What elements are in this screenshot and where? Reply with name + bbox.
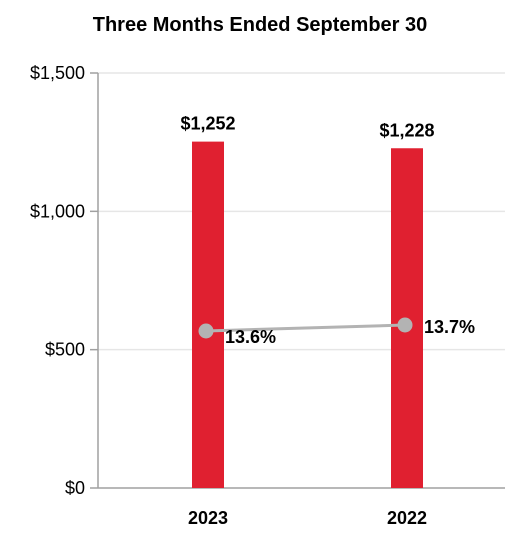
percentage-point: [397, 317, 413, 333]
x-category-label: 2022: [387, 508, 427, 528]
chart-title: Three Months Ended September 30: [93, 14, 428, 36]
y-axis-ticks: $0 $500 $1,000 $1,500: [30, 63, 98, 498]
percentage-label: 13.7%: [424, 317, 475, 337]
y-tick-label: $1,000: [30, 201, 85, 221]
x-category-label: 2023: [188, 508, 228, 528]
x-axis-categories: 2023 2022: [188, 508, 427, 528]
percentage-label: 13.6%: [225, 327, 276, 347]
bar-value-label: $1,228: [379, 120, 434, 140]
bar-value-labels: $1,252 $1,228: [180, 114, 434, 141]
bars: [192, 141, 423, 488]
y-tick-label: $1,500: [30, 63, 85, 83]
bar-value-label: $1,252: [180, 114, 235, 134]
percentage-line: 13.6% 13.7%: [198, 317, 475, 347]
y-tick-label: $500: [45, 340, 85, 360]
y-tick-label: $0: [65, 478, 85, 498]
percentage-point: [198, 323, 214, 339]
gridlines: [98, 72, 505, 351]
bar-2023: [192, 141, 224, 488]
percentage-line-path: [205, 323, 406, 333]
